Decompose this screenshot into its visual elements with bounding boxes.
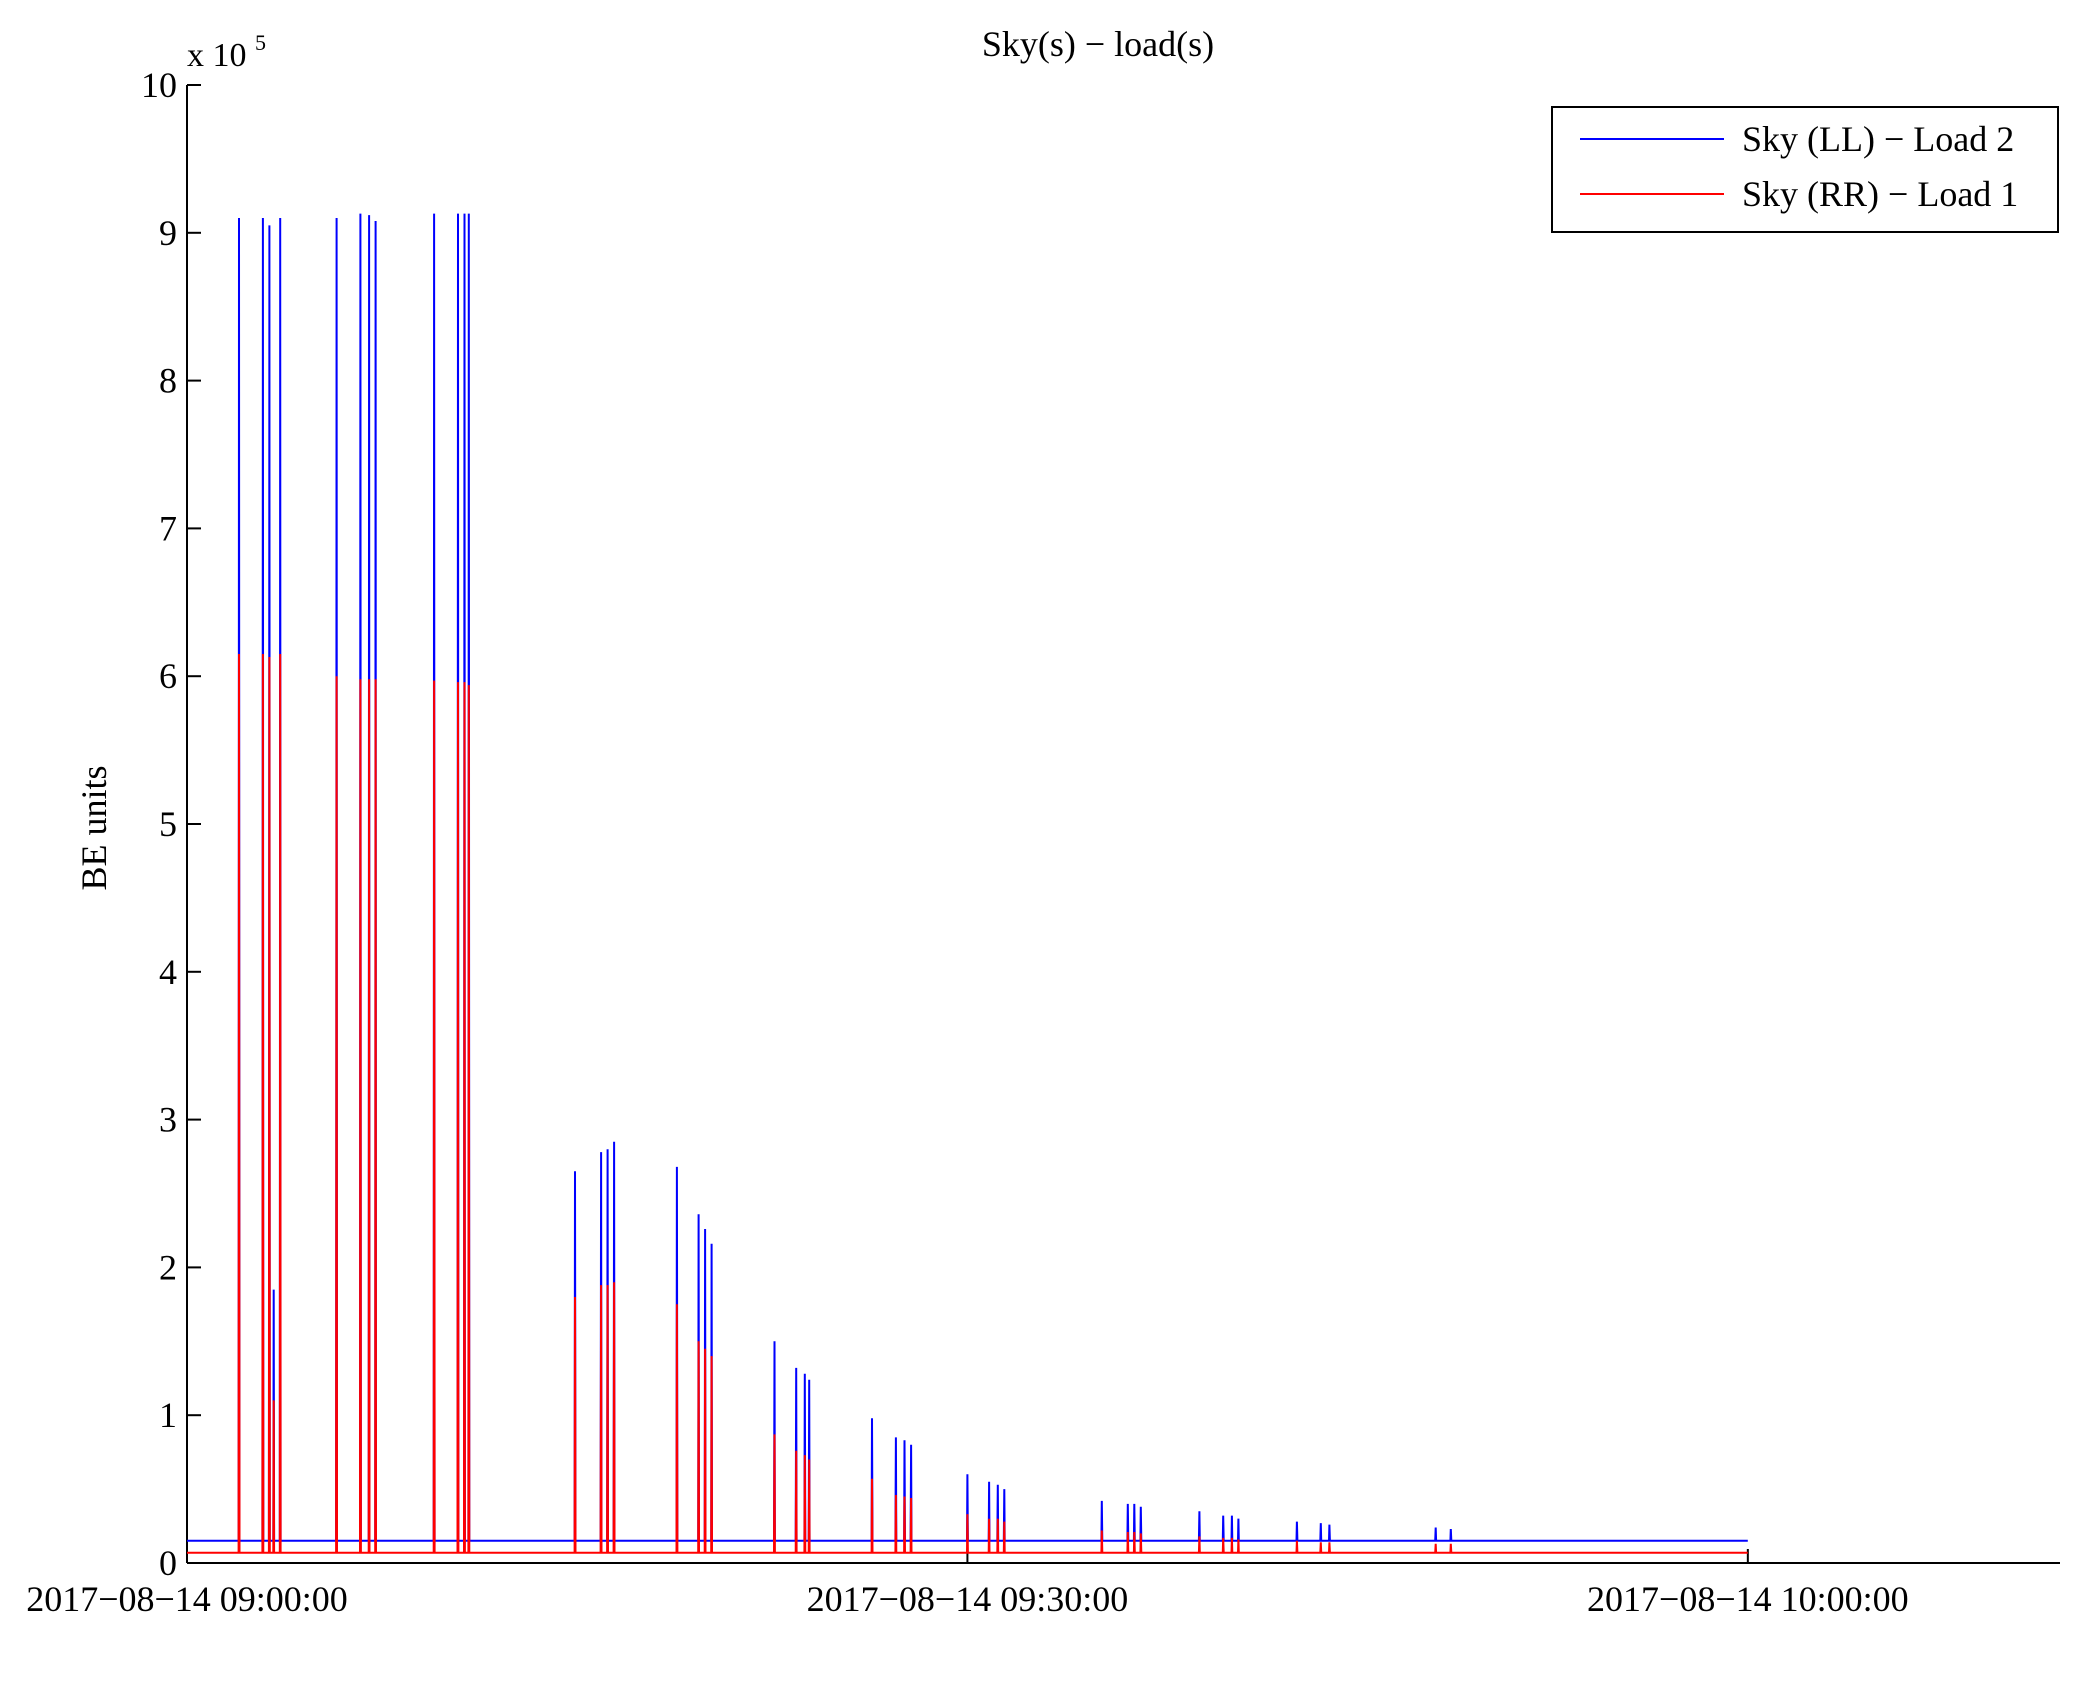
x-tick-label: 2017−08−14 10:00:00	[1587, 1579, 1909, 1619]
series-line-2	[187, 653, 1748, 1554]
y-tick-label: 7	[159, 508, 177, 548]
y-multiplier: x 10 5	[187, 30, 266, 74]
legend: Sky (LL) − Load 2 Sky (RR) − Load 1	[1551, 106, 2059, 233]
y-tick-label: 9	[159, 213, 177, 253]
y-tick-label: 2	[159, 1247, 177, 1287]
x-tick-label: 2017−08−14 09:00:00	[26, 1579, 348, 1619]
x-tick-label: 2017−08−14 09:30:00	[807, 1579, 1129, 1619]
y-tick-label: 0	[159, 1543, 177, 1583]
y-tick-label: 3	[159, 1100, 177, 1140]
y-tick-label: 6	[159, 656, 177, 696]
y-tick-label: 1	[159, 1395, 177, 1435]
legend-label: Sky (RR) − Load 1	[1742, 174, 2018, 214]
legend-label: Sky (LL) − Load 2	[1742, 119, 2014, 159]
y-axis-label: BE units	[74, 765, 114, 890]
legend-box	[1551, 106, 2059, 233]
y-multiplier-exponent: 5	[255, 30, 266, 55]
y-tick-label: 5	[159, 804, 177, 844]
y-tick-label: 4	[159, 952, 177, 992]
y-multiplier-base: x 10	[187, 37, 247, 74]
y-tick-label: 10	[141, 65, 177, 105]
chart-title: Sky(s) − load(s)	[982, 24, 1214, 64]
series-line-1	[187, 213, 1748, 1542]
y-tick-label: 8	[159, 361, 177, 401]
plot-area: 0 1 2 3 4 5 6 7 8 9 10 2017−08−14 09:00:00 2017−08−1…	[26, 65, 2060, 1619]
